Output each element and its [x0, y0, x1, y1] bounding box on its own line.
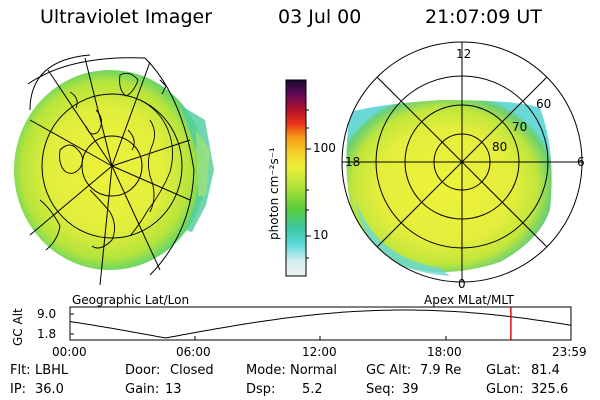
glon-label: GLon:	[486, 382, 524, 397]
flt-label: Flt:	[10, 363, 31, 378]
mlat-label-60: 60	[536, 97, 552, 111]
glat-value: 81.4	[531, 363, 560, 378]
flt-value: LBHL	[35, 363, 69, 378]
mode-value: Normal	[290, 363, 338, 378]
mlt-label-6: 6	[577, 155, 585, 169]
colorbar-tick-100: 100	[313, 141, 336, 155]
door-label: Door:	[125, 363, 161, 378]
gc-alt-xtick-1800: 18:00	[427, 345, 462, 359]
ip-value: 36.0	[35, 382, 64, 397]
projection-right-label: Apex MLat/MLT	[424, 293, 514, 307]
mlt-label-18: 18	[345, 155, 361, 169]
gc-alt-xtick-0600: 06:00	[176, 345, 211, 359]
gain-value: 13	[165, 382, 182, 397]
ip-label: IP:	[10, 382, 27, 397]
observation-date: 03 Jul 00	[278, 6, 362, 28]
glon-value: 325.6	[531, 382, 569, 397]
door-value: Closed	[170, 363, 214, 378]
gain-label: Gain:	[125, 382, 160, 397]
dsp-value: 5.2	[302, 382, 323, 397]
geographic-image	[14, 54, 214, 286]
dsp-label: Dsp:	[246, 382, 276, 397]
mlat-label-70: 70	[512, 120, 528, 134]
color-bar	[285, 79, 311, 277]
colorbar-tick-10: 10	[313, 228, 329, 242]
instrument-title: Ultraviolet Imager	[40, 6, 213, 28]
gc-alt-ylabel: GC Alt	[11, 308, 25, 346]
mlt-label-0: 0	[458, 277, 466, 291]
polar-mlt-plot	[341, 41, 583, 283]
mlat-label-80: 80	[492, 140, 508, 154]
gc-alt-xtick-1200: 12:00	[302, 345, 337, 359]
gc-alt-xtick-2359: 23:59	[552, 345, 587, 359]
seq-value: 39	[402, 382, 419, 397]
glat-label: GLat:	[486, 363, 521, 378]
mlt-label-12: 12	[456, 47, 472, 61]
mode-label: Mode:	[246, 363, 286, 378]
colorbar-unit-label: photon cm⁻²s⁻¹	[267, 147, 281, 240]
gc-alt-plot	[69, 306, 572, 341]
seq-label: Seq:	[366, 382, 395, 397]
auroral-emission-left	[14, 70, 206, 270]
gc-alt-ytick-high: 9.0	[37, 307, 57, 321]
gc-alt-xtick-0000: 00:00	[52, 345, 87, 359]
gc-alt-ytick-low: 1.8	[37, 327, 57, 341]
observation-time: 21:07:09 UT	[425, 6, 542, 28]
gcalt-label: GC Alt:	[366, 363, 412, 378]
gcalt-value: 7.9 Re	[420, 363, 462, 378]
projection-left-label: Geographic Lat/Lon	[72, 293, 190, 307]
